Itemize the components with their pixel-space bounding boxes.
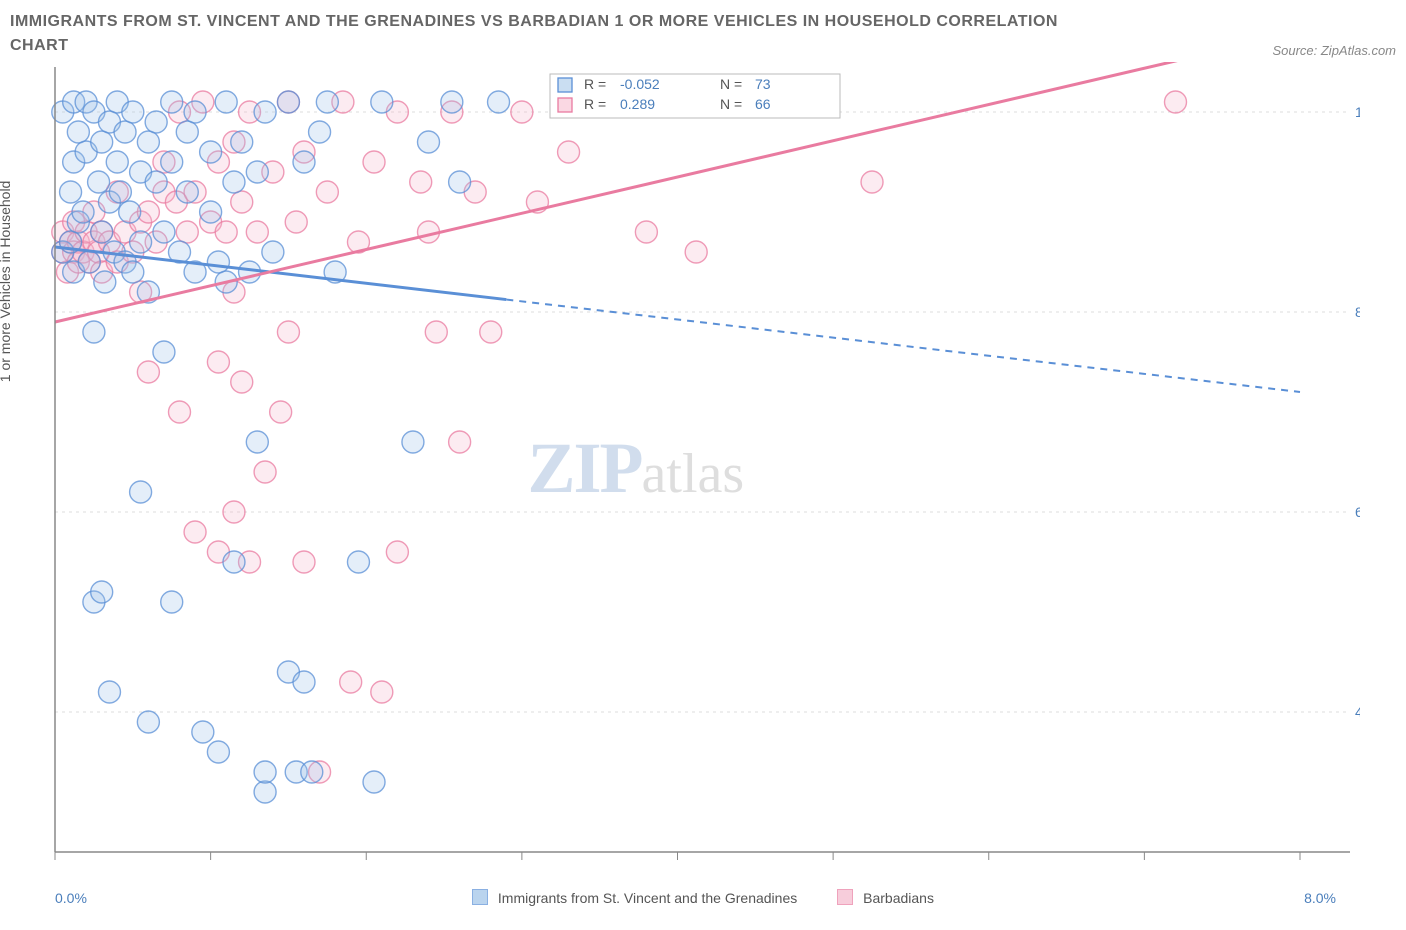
svg-text:R =: R = [584, 76, 606, 92]
x-max-label: 8.0% [1304, 890, 1336, 906]
scatter-chart: ZIPatlas 40.0% 60.0% 80.0% 100.0% R = -0.052 N … [10, 62, 1360, 882]
svg-text:80.0%: 80.0% [1355, 304, 1360, 320]
svg-text:N =: N = [720, 96, 742, 112]
chart-container: 1 or more Vehicles in Household ZIPatlas… [10, 62, 1396, 887]
legend-swatch-svg [472, 889, 488, 905]
x-min-label: 0.0% [55, 890, 87, 906]
source-label: Source: ZipAtlas.com [1272, 43, 1396, 58]
svg-text:-0.052: -0.052 [620, 76, 660, 92]
svg-text:ZIPatlas: ZIPatlas [528, 428, 745, 508]
legend-swatch-barbadian [837, 889, 853, 905]
bottom-legend: 0.0% Immigrants from St. Vincent and the… [10, 889, 1396, 906]
legend-item-barbadian: Barbadians [837, 889, 934, 906]
svg-text:100.0%: 100.0% [1355, 104, 1360, 120]
legend-item-svg: Immigrants from St. Vincent and the Gren… [472, 889, 797, 906]
svg-text:40.0%: 40.0% [1355, 704, 1360, 720]
legend-label-svg: Immigrants from St. Vincent and the Gren… [498, 890, 797, 906]
svg-text:73: 73 [755, 76, 771, 92]
svg-text:N =: N = [720, 76, 742, 92]
legend-label-barbadian: Barbadians [863, 890, 934, 906]
svg-text:0.289: 0.289 [620, 96, 655, 112]
y-axis-label: 1 or more Vehicles in Household [0, 180, 13, 382]
svg-text:66: 66 [755, 96, 771, 112]
svg-text:60.0%: 60.0% [1355, 504, 1360, 520]
chart-title: IMMIGRANTS FROM ST. VINCENT AND THE GREN… [10, 10, 1110, 58]
header-row: IMMIGRANTS FROM ST. VINCENT AND THE GREN… [10, 10, 1396, 58]
svg-text:R =: R = [584, 96, 606, 112]
